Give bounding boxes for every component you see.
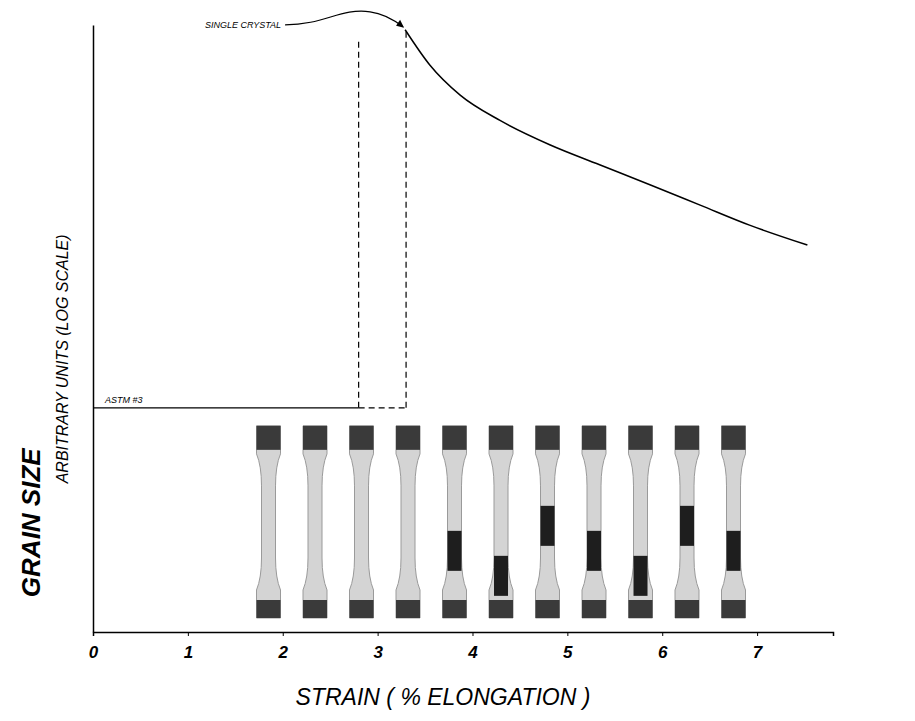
annotation: SINGLE CRYSTAL [205,20,281,30]
specimen [303,426,327,618]
specimen-grain [587,531,601,571]
specimen [396,426,420,618]
plot-area [93,30,807,408]
x-tick-mark [283,632,284,636]
x-tick: 5 [563,632,573,662]
specimen-grip [303,426,327,450]
x-tick-label: 0 [89,643,99,662]
x-tick: 3 [373,632,383,662]
x-tick-label: 5 [563,643,573,662]
specimen-grip [443,426,467,450]
specimen-grip [489,426,513,450]
x-tick-label: 6 [658,643,668,662]
specimen-grip [257,426,281,450]
specimen [257,426,281,618]
specimen-grip [675,426,699,450]
specimen-grip [582,600,606,618]
annotation-arrow [285,11,403,27]
specimen [443,426,467,618]
y-axis [93,26,94,633]
specimen-grip [257,600,281,618]
x-tick-mark [472,632,473,636]
annotation-arrowhead [396,20,404,28]
x-tick-label: 7 [753,643,764,662]
specimen-grain [494,556,508,596]
chart: 0 1 2 3 4 5 6 7 STRAIN ( % ELONGATION ) GRAIN SIZ… [0,0,915,721]
grain-size-curve [405,30,807,245]
specimen-grip [443,600,467,618]
x-tick: 4 [467,632,478,662]
specimen-grain [634,556,648,596]
specimen [350,426,374,618]
transition-line [358,40,359,408]
x-tick: 7 [753,632,764,662]
specimen-grip [489,600,513,618]
x-tick: 6 [658,632,668,662]
specimen [675,426,699,618]
y-axis-title: GRAIN SIZE [16,448,46,597]
x-tick-label: 2 [278,643,289,662]
specimen-grip [629,600,653,618]
x-tick-mark [378,632,379,636]
astm-level-line [93,407,359,408]
specimen-grip [675,600,699,618]
x-tick-mark [93,632,94,636]
y-axis-subtitle: ARBITRARY UNITS (LOG SCALE) [54,234,71,484]
x-tick: 1 [184,632,193,662]
specimen-grip [722,600,746,618]
specimen [582,426,606,618]
specimen-grain [541,506,555,546]
x-axis: 0 1 2 3 4 5 6 7 [89,632,834,662]
specimen-grip [396,600,420,618]
specimen-grain [680,506,694,546]
x-tick: 2 [278,632,289,662]
x-tick-mark [567,632,568,636]
x-tick-mark [662,632,663,636]
specimen-grip [350,600,374,618]
specimen-grip [396,426,420,450]
x-tick-label: 1 [184,643,193,662]
x-tick-mark [757,632,758,636]
specimen-grip [536,426,560,450]
specimen-grip [536,600,560,618]
specimen [536,426,560,618]
x-tick: 0 [89,632,99,662]
x-axis-line [94,633,834,637]
x-tick-label: 3 [373,643,383,662]
specimen-grain [448,531,462,571]
specimen [489,426,513,618]
specimen-grip [303,600,327,618]
x-tick-label: 4 [467,643,478,662]
astm-level-dashed [359,407,406,408]
astm-label: ASTM #3 [104,395,143,405]
specimens [257,426,746,618]
x-tick-mark [188,632,189,636]
specimen-grip [582,426,606,450]
y-axis-line [93,26,95,633]
specimen-grip [350,426,374,450]
specimen-grip [722,426,746,450]
x-axis-title: STRAIN ( % ELONGATION ) [296,684,591,710]
specimen [629,426,653,618]
specimen-grain [727,531,741,571]
transition-line [405,30,406,408]
specimen [722,426,746,618]
specimen-grip [629,426,653,450]
